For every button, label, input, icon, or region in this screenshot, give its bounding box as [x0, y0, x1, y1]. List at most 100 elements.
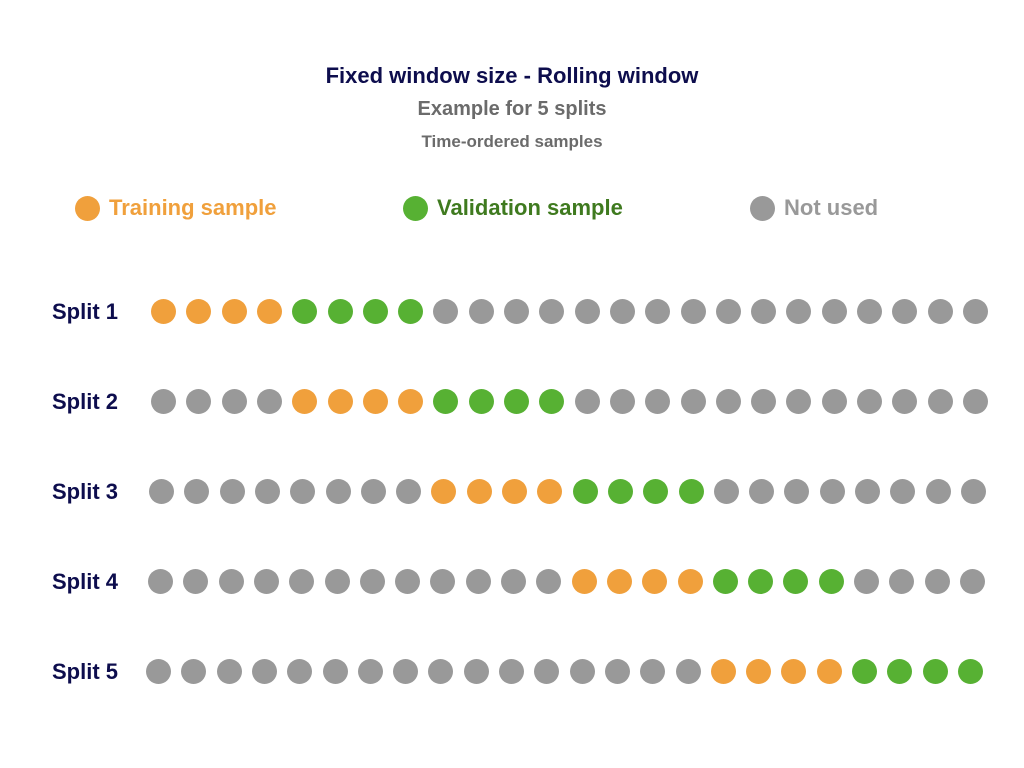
validation-sample-dot	[922, 659, 948, 684]
not-used-sample-dot	[433, 299, 459, 324]
training-sample-dot	[292, 389, 318, 414]
not-used-sample-dot	[221, 389, 247, 414]
training-sample-dot	[431, 479, 457, 504]
not-used-sample-dot	[927, 299, 953, 324]
validation-sample-dot	[887, 659, 913, 684]
diagram-subtitle: Example for 5 splits	[417, 98, 607, 120]
not-used-sample-dot	[539, 299, 565, 324]
not-used-sample-dot	[890, 479, 916, 504]
legend-label-validation: Validation sample	[437, 195, 623, 220]
not-used-sample-dot	[151, 389, 176, 414]
training-dot-icon	[75, 195, 100, 221]
not-used-sample-dot	[499, 659, 524, 684]
not-used-sample-dot	[713, 479, 739, 504]
not-used-sample-dot	[184, 479, 210, 504]
not-used-sample-dot	[256, 389, 282, 414]
not-used-sample-dot	[715, 389, 741, 414]
not-used-sample-dot	[680, 299, 706, 324]
not-used-sample-dot	[609, 299, 635, 324]
validation-sample-dot	[643, 479, 669, 504]
not-used-sample-dot	[504, 299, 529, 324]
validation-sample-dot	[957, 659, 983, 684]
training-sample-dot	[256, 299, 282, 324]
not-used-sample-dot	[430, 569, 456, 594]
not-used-sample-dot	[569, 659, 595, 684]
not-used-sample-dot	[534, 659, 560, 684]
training-sample-dot	[466, 479, 492, 504]
not-used-sample-dot	[396, 479, 422, 504]
validation-sample-dot	[678, 479, 704, 504]
not-used-sample-dot	[468, 299, 494, 324]
not-used-sample-dot	[290, 479, 316, 504]
validation-sample-dot	[852, 659, 877, 684]
not-used-sample-dot	[360, 479, 386, 504]
not-used-sample-dot	[857, 389, 882, 414]
not-used-sample-dot	[854, 569, 879, 594]
diagram-title: Fixed window size - Rolling window	[325, 63, 699, 88]
not-used-sample-dot	[216, 659, 242, 684]
not-used-sample-dot	[357, 659, 383, 684]
not-used-sample-dot	[219, 479, 245, 504]
training-sample-dot	[677, 569, 703, 594]
split-label: Split 3	[52, 479, 119, 504]
not-used-sample-dot	[465, 569, 491, 594]
not-used-sample-dot	[927, 389, 953, 414]
not-used-sample-dot	[645, 299, 671, 324]
not-used-sample-dot	[253, 569, 279, 594]
validation-dot-icon	[403, 195, 428, 221]
validation-sample-dot	[468, 389, 494, 414]
training-sample-dot	[362, 389, 388, 414]
not-used-sample-dot	[251, 659, 277, 684]
not-used-sample-dot	[322, 659, 348, 684]
legend-item-training: Training sample	[75, 194, 277, 222]
not-used-sample-dot	[855, 479, 880, 504]
not-used-sample-dot	[784, 479, 810, 504]
not-used-sample-dot	[819, 479, 845, 504]
not-used-sample-dot	[640, 659, 666, 684]
not-used-sample-dot	[680, 389, 706, 414]
training-sample-dot	[537, 479, 563, 504]
validation-sample-dot	[712, 569, 738, 594]
validation-sample-dot	[572, 479, 598, 504]
training-sample-dot	[710, 659, 736, 684]
not-used-dot-icon	[750, 195, 775, 221]
training-sample-dot	[502, 479, 527, 504]
not-used-sample-dot	[324, 569, 350, 594]
not-used-sample-dot	[749, 479, 775, 504]
not-used-sample-dot	[146, 659, 171, 684]
not-used-sample-dot	[645, 389, 671, 414]
not-used-sample-dot	[463, 659, 489, 684]
training-sample-dot	[816, 659, 842, 684]
training-sample-dot	[606, 569, 632, 594]
not-used-sample-dot	[536, 569, 562, 594]
not-used-sample-dot	[289, 569, 315, 594]
not-used-sample-dot	[786, 299, 812, 324]
not-used-sample-dot	[254, 479, 280, 504]
not-used-sample-dot	[183, 569, 209, 594]
not-used-sample-dot	[959, 569, 985, 594]
not-used-sample-dot	[181, 659, 207, 684]
not-used-sample-dot	[751, 299, 777, 324]
not-used-sample-dot	[428, 659, 454, 684]
legend-item-validation: Validation sample	[403, 194, 623, 222]
validation-sample-dot	[327, 299, 353, 324]
not-used-sample-dot	[393, 659, 419, 684]
validation-sample-dot	[362, 299, 388, 324]
not-used-sample-dot	[962, 299, 988, 324]
not-used-sample-dot	[892, 299, 918, 324]
not-used-sample-dot	[857, 299, 882, 324]
split-label: Split 2	[52, 389, 119, 414]
split-label: Split 5	[52, 659, 119, 684]
not-used-sample-dot	[287, 659, 313, 684]
training-sample-dot	[327, 389, 353, 414]
not-used-sample-dot	[325, 479, 351, 504]
not-used-sample-dot	[892, 389, 918, 414]
not-used-sample-dot	[149, 479, 174, 504]
validation-sample-dot	[539, 389, 565, 414]
legend-label-not-used: Not used	[784, 195, 879, 220]
not-used-sample-dot	[821, 299, 847, 324]
not-used-sample-dot	[821, 389, 847, 414]
training-sample-dot	[221, 299, 247, 324]
not-used-sample-dot	[574, 389, 600, 414]
validation-sample-dot	[818, 569, 844, 594]
